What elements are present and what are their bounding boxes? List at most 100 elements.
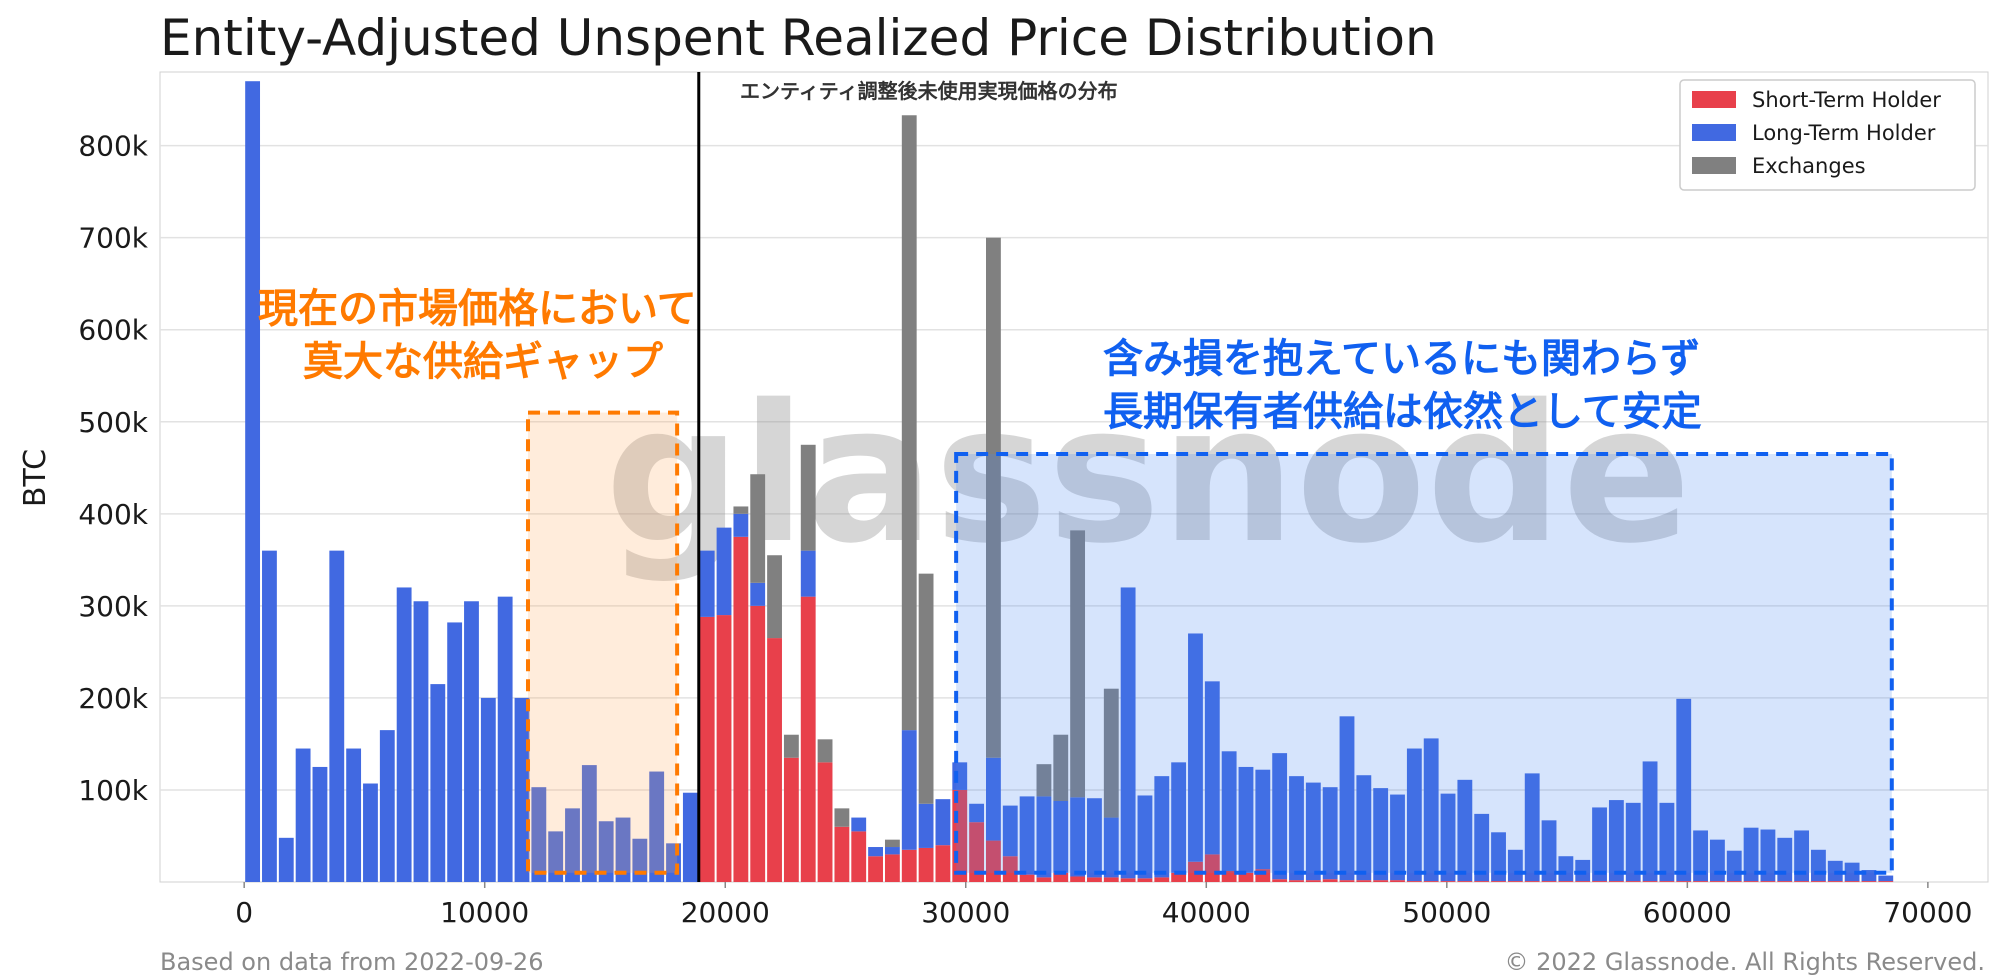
lth-bar	[1878, 875, 1894, 882]
sth-bar	[1322, 879, 1338, 882]
sth-bar	[1558, 881, 1574, 882]
lth-bar	[918, 803, 934, 848]
lth-bar	[716, 527, 732, 616]
lth-bar	[1373, 788, 1389, 881]
lth-bar	[851, 817, 867, 832]
lth-bar	[1659, 802, 1675, 882]
lth-bar	[969, 803, 985, 823]
lth-bar	[1255, 769, 1271, 870]
chart-title: Entity-Adjusted Unspent Realized Price D…	[160, 9, 1437, 67]
sth-bar	[1406, 881, 1422, 882]
lth-bar	[1171, 762, 1187, 873]
lth-bar	[1608, 800, 1624, 882]
y-tick-label: 500k	[78, 406, 148, 439]
lth-bar	[800, 550, 816, 597]
exchange-bar	[783, 734, 799, 758]
sth-bar	[716, 615, 732, 882]
lth-bar	[262, 550, 277, 882]
sth-bar	[1659, 881, 1675, 882]
sth-bar	[1491, 881, 1506, 882]
sth-bar	[1726, 881, 1742, 882]
lth-bar	[1541, 820, 1557, 882]
sth-bar	[1507, 881, 1523, 882]
lth-bar	[1592, 807, 1607, 882]
lth-bar	[1137, 795, 1153, 879]
sth-bar	[750, 605, 766, 882]
lth-bar	[346, 748, 362, 882]
x-tick-label: 0	[235, 896, 253, 929]
footer-right: © 2022 Glassnode. All Rights Reserved.	[1504, 948, 1985, 976]
sth-bar	[1070, 876, 1086, 882]
lth-bar	[363, 783, 378, 882]
lth-bar	[497, 596, 513, 882]
lth-bar	[1339, 716, 1355, 881]
lth-bar	[682, 792, 698, 882]
sth-bar	[1390, 880, 1405, 882]
lth-bar	[1625, 802, 1641, 882]
lth-bar	[464, 601, 479, 882]
sth-bar	[1423, 881, 1439, 882]
sth-bar	[851, 831, 867, 882]
sth-bar	[1036, 877, 1052, 882]
lth-bar	[1406, 748, 1422, 882]
lth-bar	[1356, 775, 1372, 881]
sth-bar	[1524, 881, 1540, 882]
lth-bar	[1575, 859, 1591, 882]
legend-items: Short-Term Holder Long-Term Holder Exchang…	[1692, 88, 1941, 178]
sth-bar	[1575, 881, 1591, 882]
y-tick-label: 400k	[78, 498, 148, 531]
lth-bar	[901, 730, 917, 850]
y-tick-label: 200k	[78, 682, 148, 715]
sth-bar	[1878, 881, 1894, 882]
lth-bar	[1002, 805, 1018, 857]
legend-box	[1679, 79, 1976, 191]
sth-bar	[1811, 881, 1826, 882]
legend-label: Long-Term Holder	[1752, 121, 1936, 145]
footer-left: Based on data from 2022-09-26	[160, 948, 543, 976]
sth-bar	[969, 822, 985, 882]
lth-bar	[935, 799, 951, 846]
lth-bar	[1036, 796, 1052, 878]
sth-bar	[733, 536, 749, 882]
lth-bar	[312, 766, 328, 882]
sth-bar	[1474, 881, 1490, 882]
sth-bar	[935, 845, 951, 882]
sth-bar	[800, 596, 816, 882]
lth-bar	[868, 847, 883, 857]
y-tick-label: 300k	[78, 590, 148, 623]
lth-bar	[1861, 870, 1877, 882]
annotation-gap-line-2: 莫大な供給ギャップ	[303, 339, 663, 385]
sth-bar	[884, 854, 900, 882]
annotation-lth-line-2: 長期保有者供給は依然として安定	[1103, 389, 1702, 435]
chart-subtitle: エンティティ調整後未使用実現価格の分布	[740, 79, 1118, 103]
lth-bar	[1491, 832, 1506, 882]
lth-bar	[986, 757, 1001, 841]
lth-bar	[1524, 773, 1540, 882]
lth-bar	[1390, 794, 1405, 881]
y-tick-label: 700k	[78, 222, 148, 255]
lth-bar	[245, 81, 261, 883]
lth-bar	[1305, 782, 1321, 881]
y-axis: 100k 200k 300k 400k 500k 600k 700k 800k	[78, 130, 148, 807]
sth-bar	[1541, 881, 1557, 882]
exchange-bar	[750, 474, 766, 583]
sth-bar	[834, 826, 850, 882]
lth-bar	[1322, 787, 1338, 880]
sth-bar	[1440, 881, 1456, 882]
lth-bar	[1709, 839, 1725, 882]
sth-bar	[1120, 878, 1136, 882]
sth-bar	[817, 762, 833, 882]
lth-bar	[1238, 766, 1254, 873]
sth-bar	[1709, 881, 1725, 882]
sth-bar	[868, 856, 883, 882]
sth-bar	[1844, 881, 1860, 882]
legend-swatch	[1692, 157, 1736, 174]
sth-bar	[1827, 881, 1843, 882]
sth-bar	[1053, 872, 1069, 882]
lth-bar	[1474, 813, 1490, 882]
lth-bar	[1440, 793, 1456, 882]
lth-bar	[598, 821, 614, 882]
lth-bar	[295, 748, 311, 882]
lth-bar	[1676, 698, 1692, 882]
exchange-bar	[901, 115, 917, 731]
